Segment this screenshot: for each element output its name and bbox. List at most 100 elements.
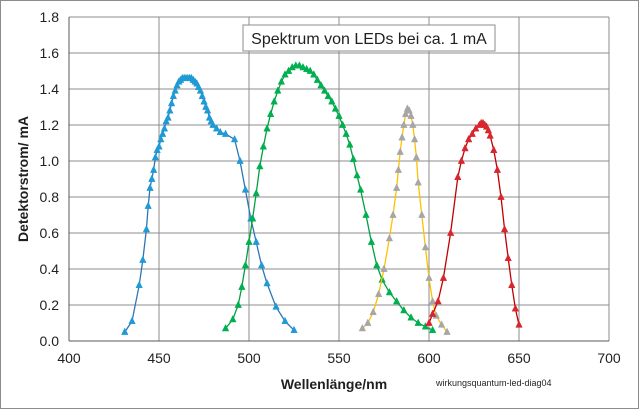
series-0-point-38 bbox=[203, 106, 212, 114]
x-tick-label-3: 550 bbox=[327, 350, 351, 366]
series-1-point-7 bbox=[252, 188, 260, 197]
series-2-point-11 bbox=[400, 120, 408, 128]
series-1-point-28 bbox=[328, 97, 336, 105]
series-0-point-9 bbox=[151, 152, 160, 161]
series-2-point-14 bbox=[405, 106, 413, 114]
series-1-point-13 bbox=[274, 86, 282, 94]
series-0-point-5 bbox=[144, 201, 152, 209]
x-tick-label-4: 600 bbox=[417, 350, 441, 366]
series-3-point-16 bbox=[484, 125, 493, 134]
series-2-point-21 bbox=[421, 242, 430, 251]
series-1-point-24 bbox=[313, 75, 322, 83]
series-0-point-18 bbox=[167, 98, 176, 107]
series-1-point-19 bbox=[295, 61, 304, 69]
series-3-point-21 bbox=[500, 224, 509, 233]
series-1-point-21 bbox=[302, 64, 311, 73]
series-1-point-31 bbox=[338, 120, 347, 128]
series-1-point-16 bbox=[284, 66, 293, 74]
series-3-point-10 bbox=[472, 124, 480, 132]
series-3-point-24 bbox=[511, 304, 520, 312]
series-1-point-8 bbox=[256, 161, 264, 170]
series-1-point-10 bbox=[263, 124, 271, 132]
series-1 bbox=[221, 61, 437, 334]
series-0-point-19 bbox=[169, 91, 178, 100]
series-2-point-23 bbox=[428, 296, 437, 305]
series-1-point-1 bbox=[229, 314, 237, 323]
series-0-point-15 bbox=[162, 116, 170, 125]
series-1-point-3 bbox=[238, 282, 246, 290]
series-2-point-3 bbox=[374, 289, 383, 298]
series-1-point-11 bbox=[266, 109, 275, 118]
series-0-point-7 bbox=[148, 174, 156, 182]
series-1-point-29 bbox=[331, 104, 340, 112]
series-1-point-14 bbox=[277, 77, 286, 85]
series-1-point-46 bbox=[421, 322, 430, 330]
x-tick-label-6: 700 bbox=[597, 350, 621, 366]
series-2-point-17 bbox=[410, 134, 419, 143]
series-1-point-26 bbox=[320, 86, 329, 94]
x-tick-label-5: 650 bbox=[507, 350, 531, 366]
y-tick-label-7: 1.4 bbox=[40, 81, 60, 97]
series-0-point-45 bbox=[230, 134, 239, 143]
series-3-point-22 bbox=[504, 253, 512, 262]
x-tick-label-2: 500 bbox=[237, 350, 261, 366]
series-3-point-1 bbox=[428, 309, 437, 317]
series-1-point-15 bbox=[281, 70, 289, 78]
series-3-point-6 bbox=[457, 156, 466, 164]
series-0-point-3 bbox=[139, 255, 147, 263]
chart-title-box: Spektrum von LEDs bei ca. 1 mA bbox=[242, 24, 496, 52]
x-tick-label-1: 450 bbox=[147, 350, 171, 366]
y-tick-label-4: 0.8 bbox=[40, 189, 60, 205]
series-2-point-0 bbox=[358, 323, 367, 332]
series-1-point-2 bbox=[234, 300, 242, 308]
series-0-point-35 bbox=[198, 91, 206, 100]
series-0-point-36 bbox=[200, 97, 208, 105]
series-1-point-22 bbox=[306, 66, 314, 74]
series-2-point-10 bbox=[398, 133, 406, 141]
y-tick-label-2: 0.4 bbox=[40, 261, 60, 277]
series-2-point-7 bbox=[392, 183, 401, 191]
chart-title: Spektrum von LEDs bei ca. 1 mA bbox=[251, 31, 487, 48]
series-1-point-4 bbox=[241, 260, 250, 269]
series-0-point-47 bbox=[241, 185, 250, 193]
series-3-point-9 bbox=[468, 129, 476, 137]
series-2-point-4 bbox=[380, 264, 388, 272]
x-tick-labels: 400 450 500 550 600 650 700 bbox=[57, 350, 621, 366]
y-tick-label-5: 1.0 bbox=[40, 153, 60, 169]
series-0-point-34 bbox=[196, 86, 205, 94]
series-1-point-41 bbox=[385, 287, 394, 296]
series-2-point-15 bbox=[407, 111, 415, 119]
series-1-point-0 bbox=[221, 323, 230, 332]
series-1-point-47 bbox=[428, 325, 437, 334]
series-3-point-23 bbox=[508, 280, 516, 289]
series-3-point-19 bbox=[493, 165, 502, 173]
series-1-point-12 bbox=[270, 97, 278, 105]
y-tick-labels: 0.0 0.2 0.4 0.6 0.8 1.0 1.2 1.4 1.6 1.8 bbox=[40, 9, 60, 349]
series-1-point-6 bbox=[248, 214, 257, 222]
x-tick-label-0: 400 bbox=[57, 350, 81, 366]
series-2-point-22 bbox=[425, 273, 433, 281]
series-0-point-1 bbox=[128, 316, 136, 325]
y-tick-label-1: 0.2 bbox=[40, 297, 60, 313]
series-1-point-33 bbox=[346, 140, 354, 148]
series-2-point-20 bbox=[418, 210, 426, 218]
series-0-point-41 bbox=[209, 120, 217, 128]
series-0-point-14 bbox=[160, 124, 169, 132]
series-2-point-19 bbox=[414, 178, 422, 186]
series-1-point-45 bbox=[414, 318, 422, 326]
y-axis-label: Detektorstrom/ mA bbox=[15, 116, 31, 242]
y-tick-label-3: 0.6 bbox=[40, 225, 60, 241]
series-0-point-51 bbox=[263, 278, 271, 287]
series-3-point-25 bbox=[515, 320, 523, 328]
series-0-point-49 bbox=[252, 237, 260, 245]
series-1-point-42 bbox=[392, 296, 401, 305]
series-1-point-37 bbox=[362, 210, 370, 218]
series-0-point-4 bbox=[142, 224, 151, 233]
series-2-point-26 bbox=[443, 327, 451, 335]
series-1-point-44 bbox=[407, 313, 415, 321]
series-1-point-38 bbox=[367, 237, 376, 245]
x-axis-label: Wellenlänge/nm bbox=[281, 376, 387, 392]
series-0-point-21 bbox=[173, 80, 181, 89]
